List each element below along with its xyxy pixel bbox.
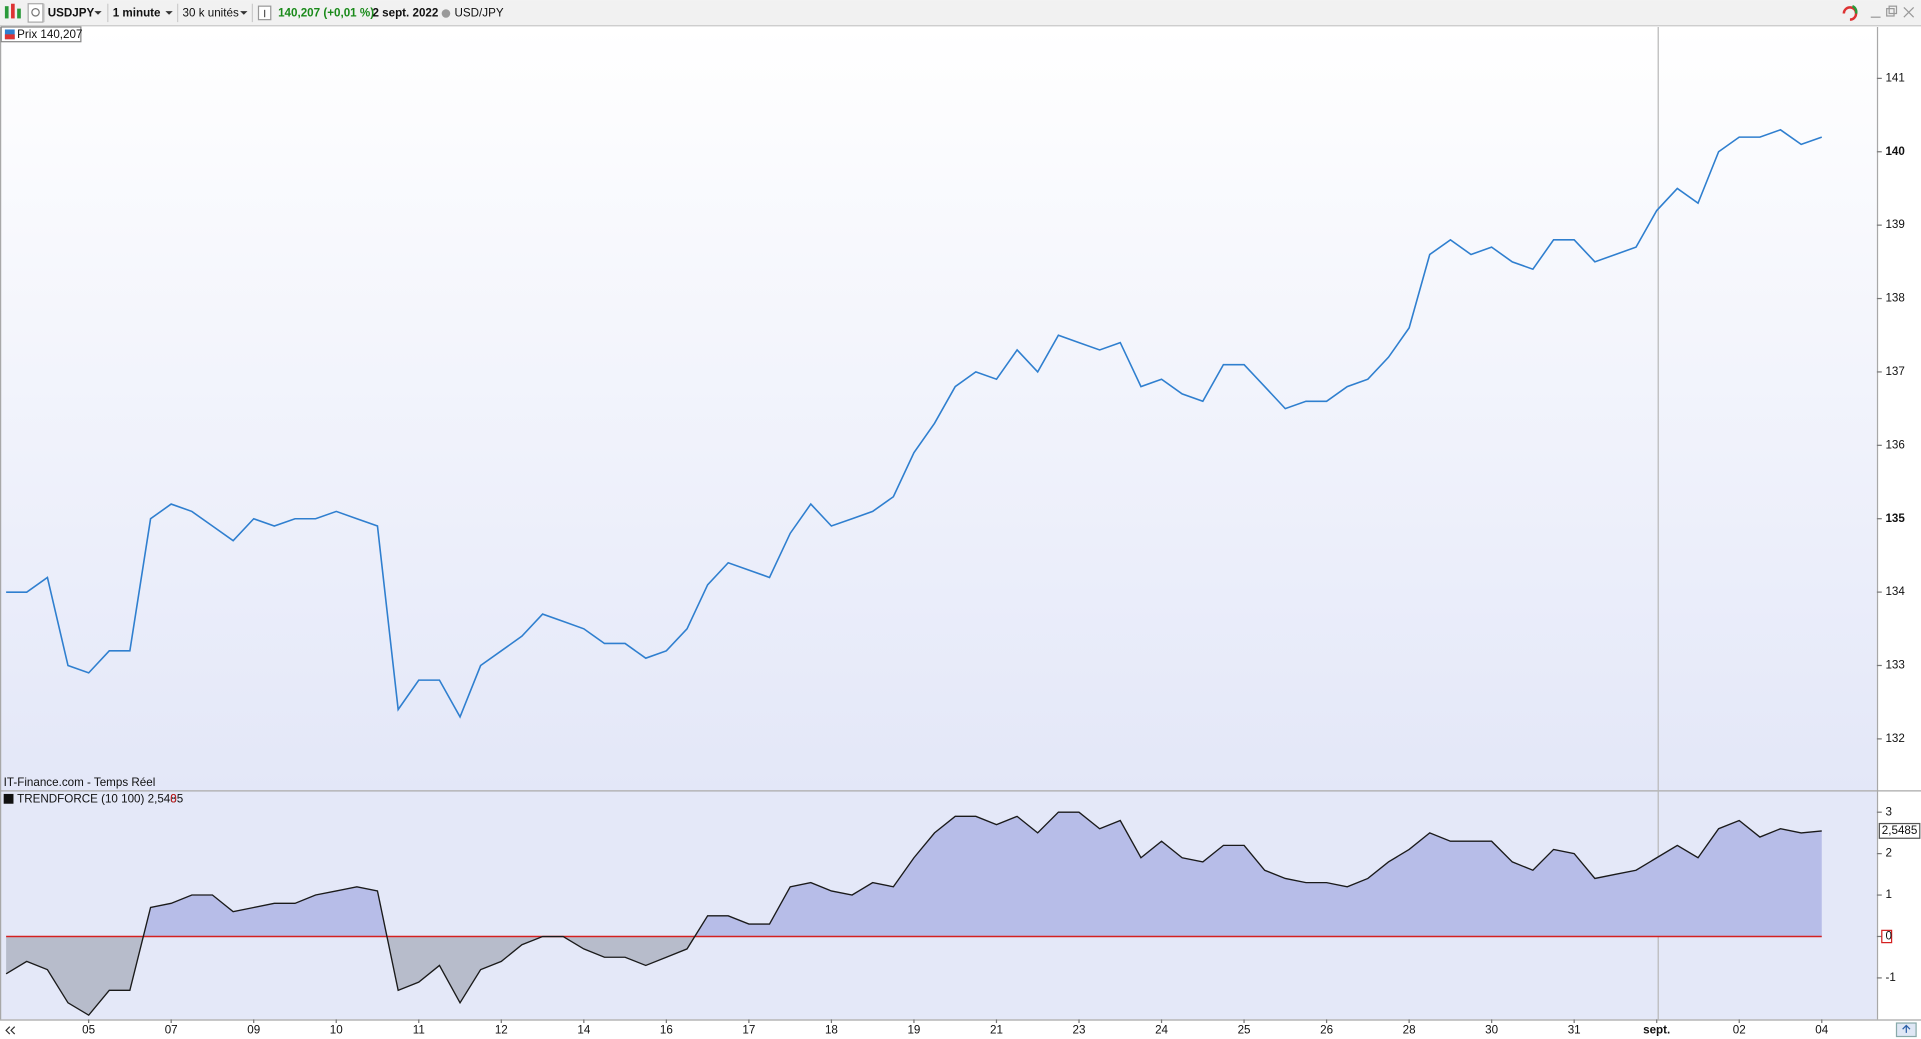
x-tick-label: 23	[1073, 1023, 1086, 1036]
y-tick-label: -1	[1885, 971, 1895, 984]
price-line	[6, 128, 1823, 719]
y-tick-label: 0	[1885, 930, 1892, 943]
y-tick-label: 132	[1885, 732, 1904, 745]
y-tick-label: 137	[1885, 365, 1904, 378]
x-tick-label: 17	[742, 1023, 755, 1036]
last-value-label: 2,5485	[1882, 824, 1918, 837]
x-tick-label: 31	[1568, 1023, 1581, 1036]
indicator-area-negative	[6, 937, 695, 1016]
y-tick-label: 3	[1885, 805, 1891, 818]
y-tick-label: 134	[1885, 585, 1905, 598]
indicator-legend-flag: 0	[170, 793, 177, 806]
quote: 140,207 (+0,01 %)	[278, 7, 374, 20]
x-tick-label: 28	[1403, 1023, 1416, 1036]
x-tick-label: 18	[825, 1023, 838, 1036]
price-legend-box	[0, 26, 82, 43]
data-source: IT-Finance.com - Temps Réel	[4, 776, 156, 789]
price-panel	[0, 26, 1877, 791]
y-tick-label: 135	[1885, 512, 1905, 525]
quote-date: 2 sept. 2022	[372, 7, 438, 20]
y-tick-label: 136	[1885, 438, 1904, 451]
info-button[interactable]	[257, 5, 272, 21]
baseline-tag	[1881, 929, 1893, 944]
x-tick-label: 14	[577, 1023, 590, 1036]
chart-type-button[interactable]	[4, 3, 21, 19]
last-value-tag	[1878, 822, 1921, 839]
y-tick-label: 141	[1885, 71, 1904, 84]
x-tick-label: 30	[1485, 1023, 1498, 1036]
x-tick-label: 25	[1238, 1023, 1251, 1036]
x-tick-label: 05	[82, 1023, 95, 1036]
y-tick-label: 133	[1885, 659, 1904, 672]
indicator-legend: TRENDFORCE (10 100) 2,5485	[17, 793, 183, 806]
x-tick-label: 11	[413, 1023, 425, 1036]
scroll-left-button[interactable]	[5, 1026, 16, 1035]
indicator-line	[5, 811, 1822, 1017]
x-tick-label: 10	[330, 1023, 343, 1036]
restore-button[interactable]	[1886, 5, 1898, 17]
interval-selector[interactable]: 1 minute	[113, 7, 161, 20]
x-tick-label: sept.	[1643, 1023, 1670, 1036]
instrument-name: USD/JPY	[455, 7, 504, 20]
y-tick-label: 1	[1885, 888, 1891, 901]
price-legend: Prix 140,207	[17, 28, 82, 41]
x-tick-label: 24	[1155, 1023, 1168, 1036]
x-tick-label: 12	[495, 1023, 508, 1036]
y-tick-label: 140	[1885, 145, 1904, 158]
x-tick-label: 21	[990, 1023, 1003, 1036]
indicator-area-positive	[6, 812, 1822, 938]
toolbar	[0, 0, 1921, 26]
refresh-button[interactable]	[1842, 5, 1858, 21]
y-tick-label: 2	[1885, 847, 1891, 860]
close-button[interactable]	[1903, 6, 1915, 18]
status-dot	[441, 9, 451, 18]
instrument-button[interactable]	[27, 3, 44, 23]
units-selector[interactable]: 30 k unités	[183, 7, 239, 20]
y-tick-label: 139	[1885, 218, 1904, 231]
x-tick-label: 16	[660, 1023, 673, 1036]
y-tick-label: 138	[1885, 292, 1904, 305]
zoom-button[interactable]	[1895, 1022, 1917, 1038]
x-tick-label: 09	[247, 1023, 260, 1036]
x-tick-label: 19	[907, 1023, 920, 1036]
symbol-selector[interactable]: USDJPY	[48, 7, 95, 20]
x-tick-label: 02	[1733, 1023, 1746, 1036]
x-tick-label: 04	[1815, 1023, 1828, 1036]
x-tick-label: 07	[165, 1023, 178, 1036]
x-tick-label: 26	[1320, 1023, 1333, 1036]
